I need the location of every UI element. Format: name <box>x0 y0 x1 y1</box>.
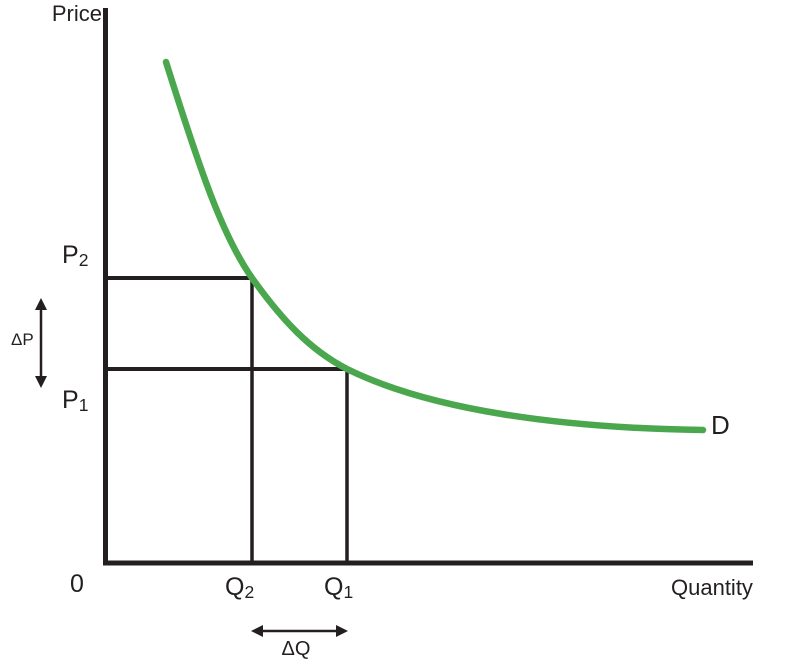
quantity-right-subscript: 1 <box>343 582 354 603</box>
delta-q-arrowhead-left-icon <box>251 625 263 637</box>
delta-q-arrowhead-right-icon <box>336 625 348 637</box>
price-lower-base: P <box>62 386 79 414</box>
quantity-left-label: Q2 <box>225 573 255 603</box>
quantity-right-label: Q1 <box>324 573 354 603</box>
price-lower-label: P1 <box>62 386 89 416</box>
x-axis-title: Quantity <box>671 575 753 600</box>
quantity-left-subscript: 2 <box>244 582 255 603</box>
y-axis-title: Price <box>51 1 102 26</box>
price-lower-subscript: 1 <box>78 395 89 416</box>
demand-curve-label: D <box>711 410 730 440</box>
origin-label: 0 <box>70 570 84 598</box>
price-upper-label: P2 <box>62 241 89 271</box>
price-upper-base: P <box>62 241 79 269</box>
delta-p-arrowhead-down-icon <box>35 376 47 388</box>
demand-curve <box>162 58 707 434</box>
quantity-right-base: Q <box>324 573 344 601</box>
delta-p-arrow <box>35 298 47 388</box>
price-upper-subscript: 2 <box>78 250 89 271</box>
delta-p-arrowhead-up-icon <box>35 298 47 310</box>
delta-q-label: ΔQ <box>281 638 311 660</box>
delta-p-label: ΔP <box>11 330 34 349</box>
quantity-left-base: Q <box>225 573 245 601</box>
delta-q-arrow <box>251 625 348 637</box>
